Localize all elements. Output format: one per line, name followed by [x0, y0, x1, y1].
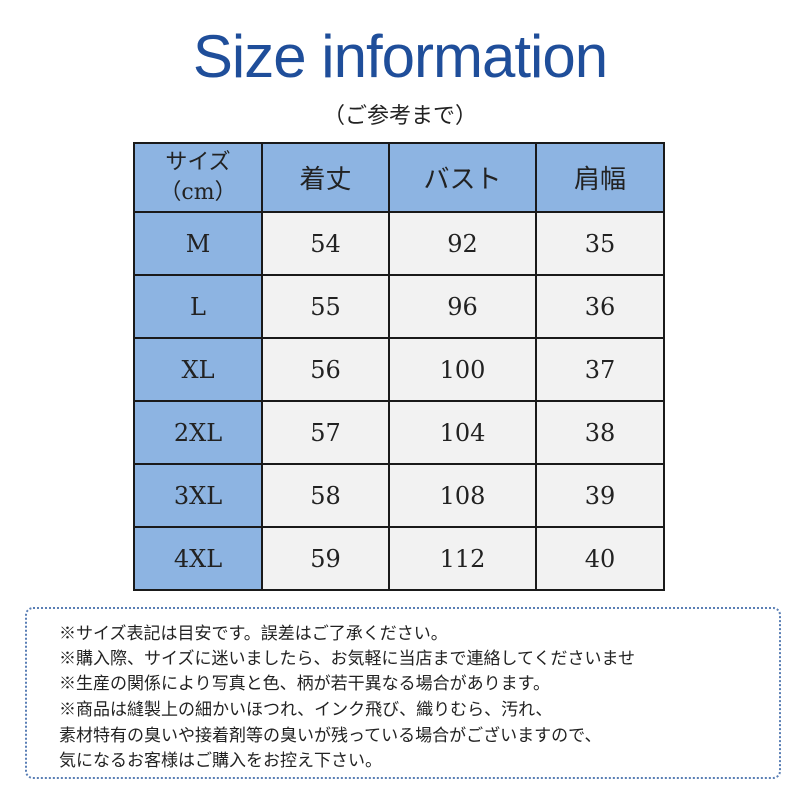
header-shoulder: 肩幅 [535, 142, 665, 213]
table-header-row: サイズ（cm） 着丈 バスト 肩幅 [133, 142, 665, 213]
length-cell: 57 [261, 400, 390, 465]
header-size-label: サイズ（cm） [159, 149, 237, 205]
header-length: 着丈 [261, 142, 390, 213]
shoulder-cell: 40 [535, 526, 665, 591]
header-bust: バスト [388, 142, 537, 213]
length-cell: 56 [261, 337, 390, 402]
size-cell: 4XL [133, 526, 263, 591]
length-cell: 54 [261, 211, 390, 276]
shoulder-cell: 35 [535, 211, 665, 276]
length-cell: 59 [261, 526, 390, 591]
note-line: ※購入際、サイズに迷いましたら、お気軽に当店まで連絡してくださいませ [59, 649, 635, 669]
table-row: 4XL 59 112 40 [133, 526, 665, 591]
table-row: M 54 92 35 [133, 211, 665, 276]
bust-cell: 108 [388, 463, 537, 528]
size-cell: 2XL [133, 400, 263, 465]
bust-cell: 92 [388, 211, 537, 276]
bust-cell: 100 [388, 337, 537, 402]
table-row: 2XL 57 104 38 [133, 400, 665, 465]
header-size: サイズ（cm） [133, 142, 263, 213]
shoulder-cell: 36 [535, 274, 665, 339]
shoulder-cell: 39 [535, 463, 665, 528]
size-cell: M [133, 211, 263, 276]
note-line: ※生産の関係により写真と色、柄が若干異なる場合があります。 [59, 674, 550, 694]
size-cell: L [133, 274, 263, 339]
note-line: ※サイズ表記は目安です。誤差はご了承ください。 [59, 624, 448, 644]
table-row: 3XL 58 108 39 [133, 463, 665, 528]
bust-cell: 112 [388, 526, 537, 591]
shoulder-cell: 37 [535, 337, 665, 402]
note-line: 素材特有の臭いや接着剤等の臭いが残っている場合がございますので、 [59, 726, 602, 746]
table-row: XL 56 100 37 [133, 337, 665, 402]
note-line: 気になるお客様はご購入をお控え下さい。 [59, 751, 382, 771]
length-cell: 55 [261, 274, 390, 339]
subtitle: （ご参考まで） [322, 104, 477, 129]
table-row: L 55 96 36 [133, 274, 665, 339]
bust-cell: 96 [388, 274, 537, 339]
page-title: Size information [192, 23, 608, 90]
size-table: サイズ（cm） 着丈 バスト 肩幅 M 54 92 35 L 55 96 36 XL 56 100 3… [133, 142, 665, 591]
size-cell: XL [133, 337, 263, 402]
shoulder-cell: 38 [535, 400, 665, 465]
size-cell: 3XL [133, 463, 263, 528]
note-line: ※商品は縫製上の細かいほつれ、インク飛び、織りむら、汚れ、 [59, 700, 553, 720]
bust-cell: 104 [388, 400, 537, 465]
notes-box: ※サイズ表記は目安です。誤差はご了承ください。 ※購入際、サイズに迷いましたら、… [25, 607, 781, 779]
length-cell: 58 [261, 463, 390, 528]
